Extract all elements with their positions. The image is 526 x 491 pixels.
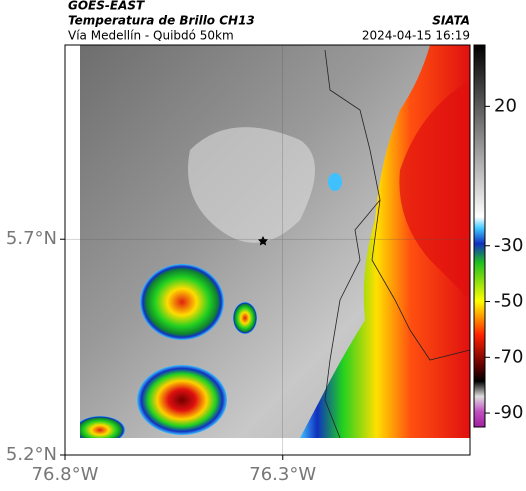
org: SIATA: [432, 14, 470, 28]
x-tick-label: 76.8°W: [32, 464, 99, 485]
x-tick-label: 76.3°W: [249, 464, 316, 485]
subtitle: Vía Medellín - Quibdó 50km: [68, 29, 234, 43]
y-tick-label: 5.7°N: [6, 228, 57, 249]
timestamp: 2024-04-15 16:19: [362, 29, 470, 43]
colorbar-tick-label: 20: [494, 95, 517, 116]
title: Temperatura de Brillo CH13: [68, 14, 255, 28]
colorbar: [473, 44, 486, 428]
colorbar-tick-label: -70: [494, 346, 523, 367]
satellite-image: [80, 45, 470, 438]
colorbar-tick-label: -90: [494, 402, 523, 423]
y-tick-label: 5.2°N: [6, 444, 57, 465]
source: GOES-EAST: [68, 0, 145, 13]
colorbar-tick-label: -30: [494, 235, 523, 256]
axes: 76.8°W 76.3°W 5.7°N 5.2°N 20 -30 -50 -70 -90: [6, 95, 524, 485]
map-frame: [64, 44, 471, 456]
colorbar-tick-label: -50: [494, 291, 523, 312]
